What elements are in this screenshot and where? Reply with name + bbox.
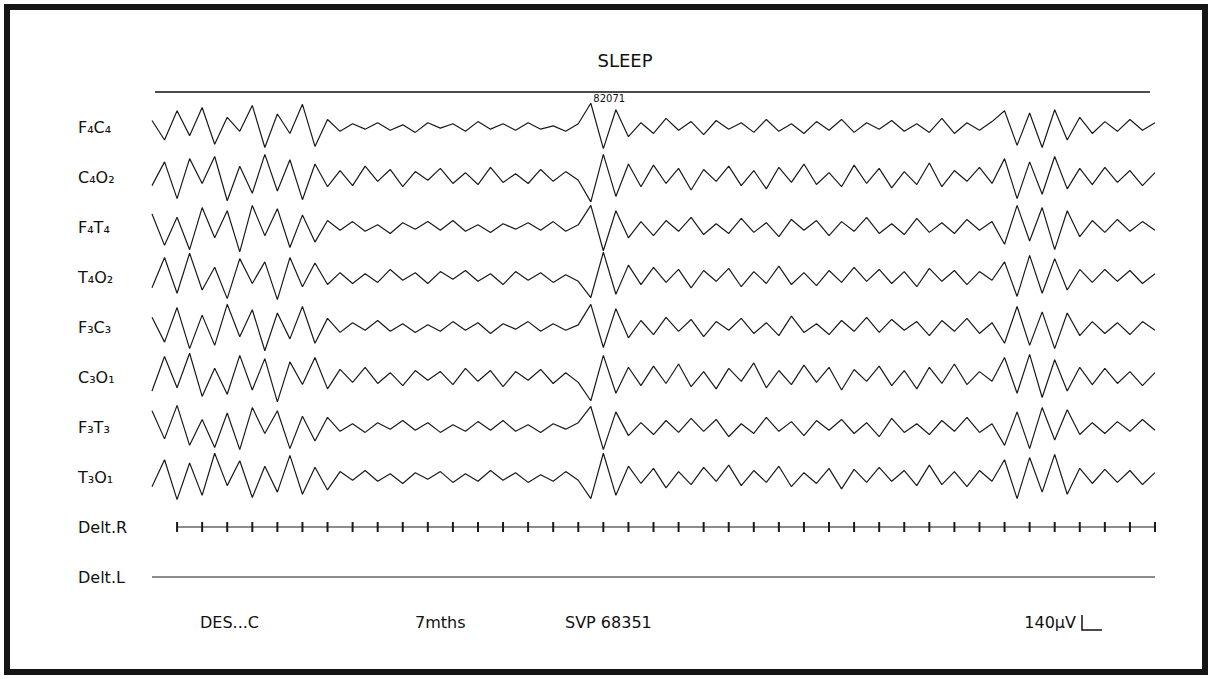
svg-text:T₃O₁: T₃O₁ (77, 468, 113, 487)
svg-text:F₃C₃: F₃C₃ (78, 318, 111, 337)
svg-text:F₃T₃: F₃T₃ (78, 418, 110, 437)
svg-text:Delt.L: Delt.L (78, 568, 125, 587)
svg-text:Delt.R: Delt.R (78, 518, 127, 537)
svg-text:140μV: 140μV (1024, 613, 1076, 632)
svg-text:F₄C₄: F₄C₄ (78, 118, 111, 137)
svg-text:C₃O₁: C₃O₁ (78, 368, 115, 387)
svg-text:SLEEP: SLEEP (597, 50, 652, 71)
svg-text:F₄T₄: F₄T₄ (78, 218, 110, 237)
svg-text:82071: 82071 (593, 93, 625, 104)
svg-text:C₄O₂: C₄O₂ (78, 168, 115, 187)
svg-text:DES...C: DES...C (200, 613, 259, 632)
svg-text:T₄O₂: T₄O₂ (77, 268, 113, 287)
svg-text:SVP 68351: SVP 68351 (565, 613, 652, 632)
svg-text:7mths: 7mths (415, 613, 466, 632)
